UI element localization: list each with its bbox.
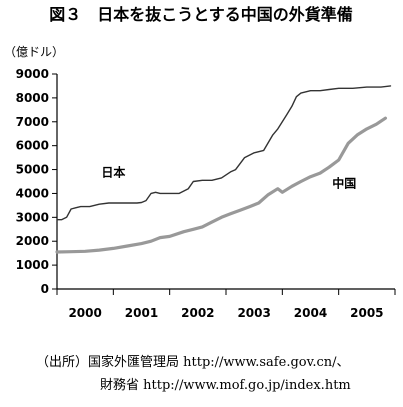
- y-tick-label: 6000: [16, 139, 49, 153]
- y-tick-label: 2000: [16, 234, 49, 248]
- x-tick-label: 2005: [350, 306, 383, 320]
- x-tick-label: 2002: [181, 306, 214, 320]
- series-line-japan: [56, 85, 392, 221]
- source-line-1: （出所）国家外匯管理局 http://www.safe.gov.cn/、: [36, 354, 350, 370]
- series-label-japan: 日本: [101, 165, 125, 180]
- y-tick-label: 0: [41, 282, 49, 296]
- source-line-2: 財務省 http://www.mof.go.jp/index.htm: [100, 378, 351, 393]
- x-tick-label: 2001: [125, 306, 158, 320]
- figure-title: 図３ 日本を抜こうとする中国の外貨準備: [49, 5, 353, 24]
- y-tick-label: 1000: [16, 258, 49, 272]
- y-tick-label: 7000: [16, 115, 49, 129]
- x-tick-label: 2004: [294, 306, 327, 320]
- plot-area: 0 1000 2000 3000 4000 5000 6000 7000 8000 9000 200…: [16, 67, 396, 320]
- y-tick-label: 3000: [16, 210, 49, 224]
- series-label-china: 中国: [332, 175, 356, 190]
- y-tick-label: 4000: [16, 186, 49, 200]
- x-tick-label: 2000: [68, 306, 101, 320]
- y-tick-label: 8000: [16, 91, 49, 105]
- series-line-china: [55, 116, 387, 254]
- y-axis-unit-label: （億ドル）: [4, 45, 64, 59]
- y-tick-label: 9000: [16, 67, 49, 81]
- y-tick-label: 5000: [16, 163, 49, 177]
- x-tick-label: 2003: [237, 306, 270, 320]
